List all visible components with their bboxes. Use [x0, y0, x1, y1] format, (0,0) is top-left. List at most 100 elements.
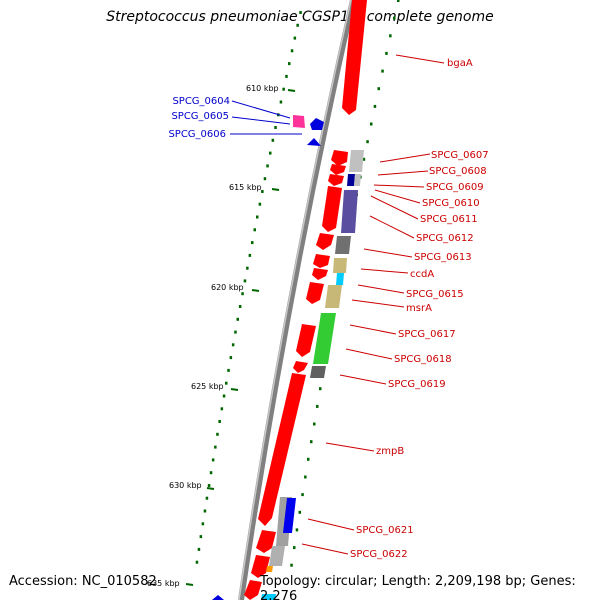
gene-spcg-0608[interactable] — [330, 164, 346, 175]
label-spcg-0615[interactable]: SPCG_0615 — [406, 289, 464, 300]
gene-ccdA[interactable] — [312, 268, 328, 280]
label-spcg-0611[interactable]: SPCG_0611 — [420, 214, 478, 225]
scale-dot — [214, 445, 217, 449]
gene-spcg-0621[interactable] — [256, 530, 276, 553]
label-spcg-0607[interactable]: SPCG_0607 — [431, 150, 489, 161]
kbp-label: 630 kbp — [169, 481, 202, 490]
scale-dot — [385, 51, 388, 55]
gene-spcg-0607[interactable] — [331, 150, 348, 166]
label-spcg-0608[interactable]: SPCG_0608 — [429, 166, 487, 177]
gene-spcg-0613[interactable] — [313, 254, 330, 268]
label-spcg-0604[interactable]: SPCG_0604 — [172, 96, 230, 107]
scale-dot — [370, 122, 373, 126]
forward-labels: bgaA SPCG_0607 SPCG_0608 SPCG_0609 SPCG_… — [350, 58, 489, 560]
block-spcg-0611[interactable] — [341, 190, 358, 233]
outer-scale — [195, 11, 302, 564]
gene-forward-635[interactable] — [244, 580, 262, 600]
scale-dot — [216, 432, 219, 436]
gene-spcg-0604[interactable] — [293, 115, 305, 128]
accession-text: Accession: NC_010582 — [9, 574, 157, 589]
gene-spcg-0615[interactable] — [306, 282, 324, 304]
gene-spcg-0612[interactable] — [316, 233, 334, 250]
label-spcg-0613[interactable]: SPCG_0613 — [414, 252, 472, 263]
block-spcg-0609[interactable] — [354, 174, 361, 186]
label-spcg-0618[interactable]: SPCG_0618 — [394, 354, 452, 365]
block-spcg-0621-blue[interactable] — [283, 498, 296, 533]
scale-dot — [236, 317, 239, 321]
gene-bgaA[interactable] — [342, 0, 367, 115]
label-bgaA[interactable]: bgaA — [447, 58, 473, 69]
scale-dot — [389, 34, 392, 38]
kbp-tick-labels: 610 kbp 615 kbp 620 kbp 625 kbp 630 kbp … — [147, 84, 279, 588]
block-cyan[interactable] — [261, 594, 276, 600]
scale-dot — [229, 356, 233, 360]
gene-spcg-0605[interactable] — [310, 118, 324, 130]
scale-dot — [271, 138, 275, 142]
gene-spcg-0622[interactable] — [251, 555, 270, 578]
scale-dot — [293, 546, 296, 550]
gene-spcg-0617[interactable] — [296, 324, 316, 357]
block-msrA[interactable] — [325, 285, 342, 308]
scale-dot — [243, 279, 247, 283]
scale-dot — [203, 509, 207, 513]
label-spcg-0617[interactable]: SPCG_0617 — [398, 329, 456, 340]
label-spcg-0622[interactable]: SPCG_0622 — [350, 549, 408, 560]
label-spcg-0606[interactable]: SPCG_0606 — [168, 129, 226, 140]
gene-reverse-635[interactable] — [212, 595, 224, 600]
kbp-label: 635 kbp — [147, 579, 180, 588]
kbp-tick — [287, 89, 296, 92]
kbp-tick — [251, 289, 260, 292]
label-msrA[interactable]: msrA — [406, 303, 432, 314]
block-ccdA[interactable] — [336, 273, 344, 285]
block-spcg-0613[interactable] — [333, 258, 347, 273]
scale-dot — [253, 228, 256, 232]
scale-dot — [296, 23, 299, 27]
kbp-tick — [271, 188, 280, 191]
kbp-label: 620 kbp — [211, 283, 244, 292]
scale-dot — [316, 404, 319, 408]
genome-backbone — [238, 0, 356, 600]
scale-dot — [282, 87, 285, 91]
label-spcg-0605[interactable]: SPCG_0605 — [171, 111, 229, 122]
scale-dot — [397, 0, 400, 2]
label-spcg-0609[interactable]: SPCG_0609 — [426, 182, 484, 193]
block-spcg-0607[interactable] — [349, 150, 364, 172]
scale-dot — [377, 87, 380, 91]
label-spcg-0619[interactable]: SPCG_0619 — [388, 379, 446, 390]
label-spcg-0610[interactable]: SPCG_0610 — [422, 198, 480, 209]
scale-dot — [301, 493, 304, 497]
block-spcg-0622[interactable] — [269, 546, 285, 566]
scale-dot — [207, 484, 211, 487]
block-orange[interactable] — [266, 566, 273, 572]
block-spcg-0612[interactable] — [335, 236, 351, 254]
genome-backbone-highlight — [238, 0, 352, 600]
label-spcg-0612[interactable]: SPCG_0612 — [416, 233, 474, 244]
gene-spcg-0606[interactable] — [307, 138, 321, 146]
kbp-label: 615 kbp — [229, 183, 262, 192]
block-spcg-0608[interactable] — [347, 174, 355, 186]
scale-dot — [222, 394, 226, 398]
kbp-label: 625 kbp — [191, 382, 224, 391]
gene-zmpB[interactable] — [258, 373, 306, 526]
label-ccdA[interactable]: ccdA — [410, 269, 434, 280]
label-zmpB[interactable]: zmpB — [376, 446, 404, 457]
gene-spcg-0610[interactable] — [322, 186, 342, 232]
scale-dot — [234, 330, 237, 334]
gene-spcg-0619[interactable] — [293, 361, 308, 373]
scale-dot — [256, 215, 259, 219]
scale-dot — [285, 74, 288, 78]
scale-dot — [290, 563, 293, 567]
kbp-tick — [206, 487, 215, 490]
scale-dot — [251, 241, 254, 245]
block-spcg-0617[interactable] — [313, 313, 336, 364]
scale-dot — [298, 510, 301, 514]
label-spcg-0621[interactable]: SPCG_0621 — [356, 525, 414, 536]
scale-dot — [231, 343, 235, 347]
scale-dot — [238, 305, 242, 308]
scale-dot — [288, 62, 291, 66]
gene-spcg-0609[interactable] — [328, 174, 344, 186]
scale-dot — [299, 11, 302, 14]
block-spcg-0619[interactable] — [310, 366, 326, 378]
